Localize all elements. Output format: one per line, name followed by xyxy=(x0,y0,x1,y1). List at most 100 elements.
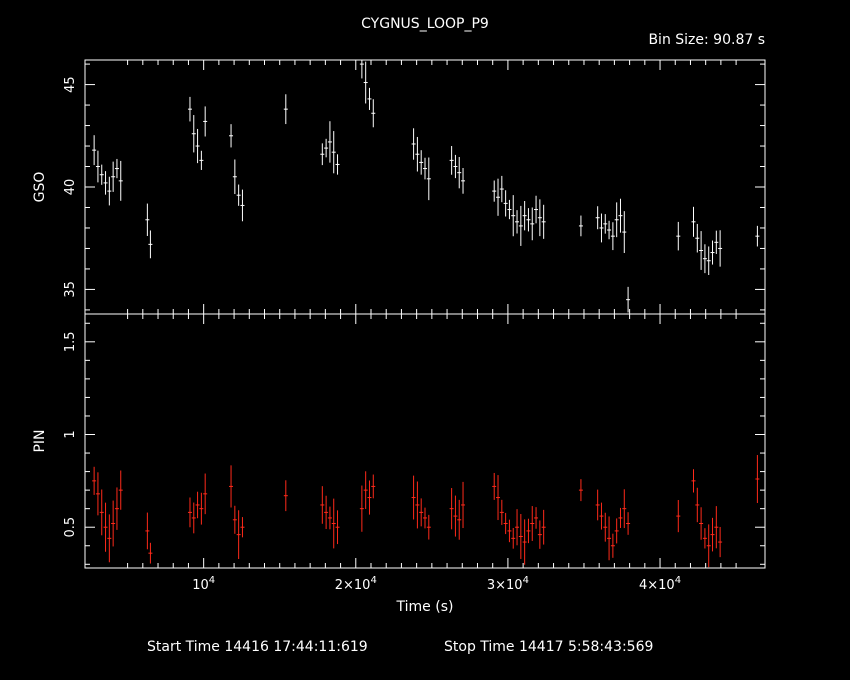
pin-axis-label: PIN xyxy=(32,429,48,452)
gso-data-point xyxy=(578,215,583,237)
gso-ticks: 35 40 45 xyxy=(63,60,765,314)
pin-data-point xyxy=(492,472,497,500)
gso-data-point xyxy=(114,158,119,179)
start-time-label: Start Time 14416 17:44:11:619 xyxy=(147,639,368,655)
gso-data-point xyxy=(283,94,288,125)
pin-data-point xyxy=(706,524,711,568)
pin-data-point xyxy=(702,528,707,549)
gso-data-point xyxy=(229,124,234,148)
pin-data-point xyxy=(626,512,631,535)
pin-data-point xyxy=(411,475,416,520)
gso-data-point xyxy=(492,180,497,202)
gso-data-point xyxy=(499,175,504,203)
pin-panel: 0.5 1 1.5 PIN xyxy=(32,313,766,569)
pin-data-point xyxy=(515,509,520,546)
pin-y-tick-label: 0.5 xyxy=(63,517,78,538)
gso-data-point xyxy=(618,198,623,233)
pin-data-point xyxy=(755,455,760,503)
pin-data-point xyxy=(534,507,539,529)
pin-data-point xyxy=(118,470,123,510)
pin-data-point xyxy=(99,489,104,536)
pin-data-point xyxy=(541,509,546,545)
pin-data-point xyxy=(676,500,681,533)
gso-data-point xyxy=(695,223,700,253)
pin-data-point xyxy=(453,495,458,537)
gso-data-point xyxy=(526,208,531,232)
pin-data-point xyxy=(363,471,368,509)
pin-data-point xyxy=(371,474,376,499)
gso-axis-label: GSO xyxy=(32,172,48,203)
gso-y-tick-label: 40 xyxy=(63,179,78,196)
gso-data-point xyxy=(457,156,462,189)
gso-data-point xyxy=(622,211,627,253)
gso-data-point xyxy=(236,184,241,206)
gso-data-point xyxy=(187,96,192,122)
pin-data-point xyxy=(232,505,237,534)
pin-data-point xyxy=(187,497,192,528)
pin-data-point xyxy=(603,512,608,542)
pin-data-point xyxy=(111,500,116,547)
pin-data-point xyxy=(114,487,119,530)
pin-data-point xyxy=(240,517,245,538)
gso-data-point xyxy=(691,206,696,237)
pin-data-point xyxy=(191,502,196,534)
pin-data-point xyxy=(457,499,462,540)
pin-data-point xyxy=(607,516,612,561)
gso-data-point xyxy=(503,190,508,217)
gso-data-point xyxy=(755,225,760,247)
gso-data-point xyxy=(534,195,539,224)
pin-ticks: 0.5 1 1.5 xyxy=(63,314,765,568)
pin-data-point xyxy=(148,542,153,564)
pin-data-point xyxy=(283,480,288,512)
gso-data-point xyxy=(511,195,516,237)
pin-data-point xyxy=(610,533,615,558)
gso-data-point xyxy=(530,207,535,241)
gso-data-point xyxy=(331,131,336,174)
gso-data-point xyxy=(199,150,204,170)
pin-data-point xyxy=(415,481,420,529)
stop-time-label: Stop Time 14417 5:58:43:569 xyxy=(444,639,653,655)
pin-data-point xyxy=(92,466,97,495)
gso-data-point xyxy=(240,189,245,222)
gso-data-point xyxy=(324,138,329,158)
pin-data-point xyxy=(103,502,108,552)
pin-data-point xyxy=(107,514,112,563)
pin-data-point xyxy=(327,506,332,530)
x-tick-label: 3×104 xyxy=(487,575,529,593)
pin-data-point xyxy=(578,479,583,502)
gso-data-points xyxy=(92,60,760,313)
pin-data-point xyxy=(522,519,527,565)
pin-data-point xyxy=(507,519,512,543)
gso-data-point xyxy=(118,160,123,201)
gso-data-point xyxy=(706,246,711,276)
pin-y-tick-label: 1.5 xyxy=(63,331,78,352)
gso-y-tick-label: 45 xyxy=(63,76,78,93)
pin-data-point xyxy=(195,491,200,519)
gso-data-point xyxy=(522,200,527,231)
gso-data-point xyxy=(676,221,681,251)
pin-data-point xyxy=(595,489,600,521)
pin-data-point xyxy=(423,507,427,529)
pin-data-point xyxy=(537,520,542,549)
bin-size-label: Bin Size: 90.87 s xyxy=(648,32,765,48)
pin-data-point xyxy=(503,512,508,535)
pin-y-tick-label: 1 xyxy=(63,430,78,438)
pin-data-point xyxy=(511,528,516,549)
gso-data-point xyxy=(515,210,520,234)
gso-data-point xyxy=(507,199,512,220)
pin-data-point xyxy=(499,499,504,525)
pin-data-point xyxy=(229,465,234,508)
gso-data-point xyxy=(191,115,196,153)
gso-data-point xyxy=(449,146,454,175)
pin-data-point xyxy=(618,507,623,528)
gso-data-point xyxy=(145,203,150,236)
x-tick-labels: 104 2×104 3×104 4×104 xyxy=(192,575,681,593)
gso-data-point xyxy=(107,176,112,206)
gso-data-point xyxy=(626,286,631,313)
pin-data-point xyxy=(449,488,454,530)
gso-data-point xyxy=(95,150,100,183)
gso-data-point xyxy=(232,159,237,195)
gso-data-point xyxy=(371,99,376,128)
x-axis-label: Time (s) xyxy=(396,599,454,615)
gso-data-point xyxy=(335,154,340,175)
